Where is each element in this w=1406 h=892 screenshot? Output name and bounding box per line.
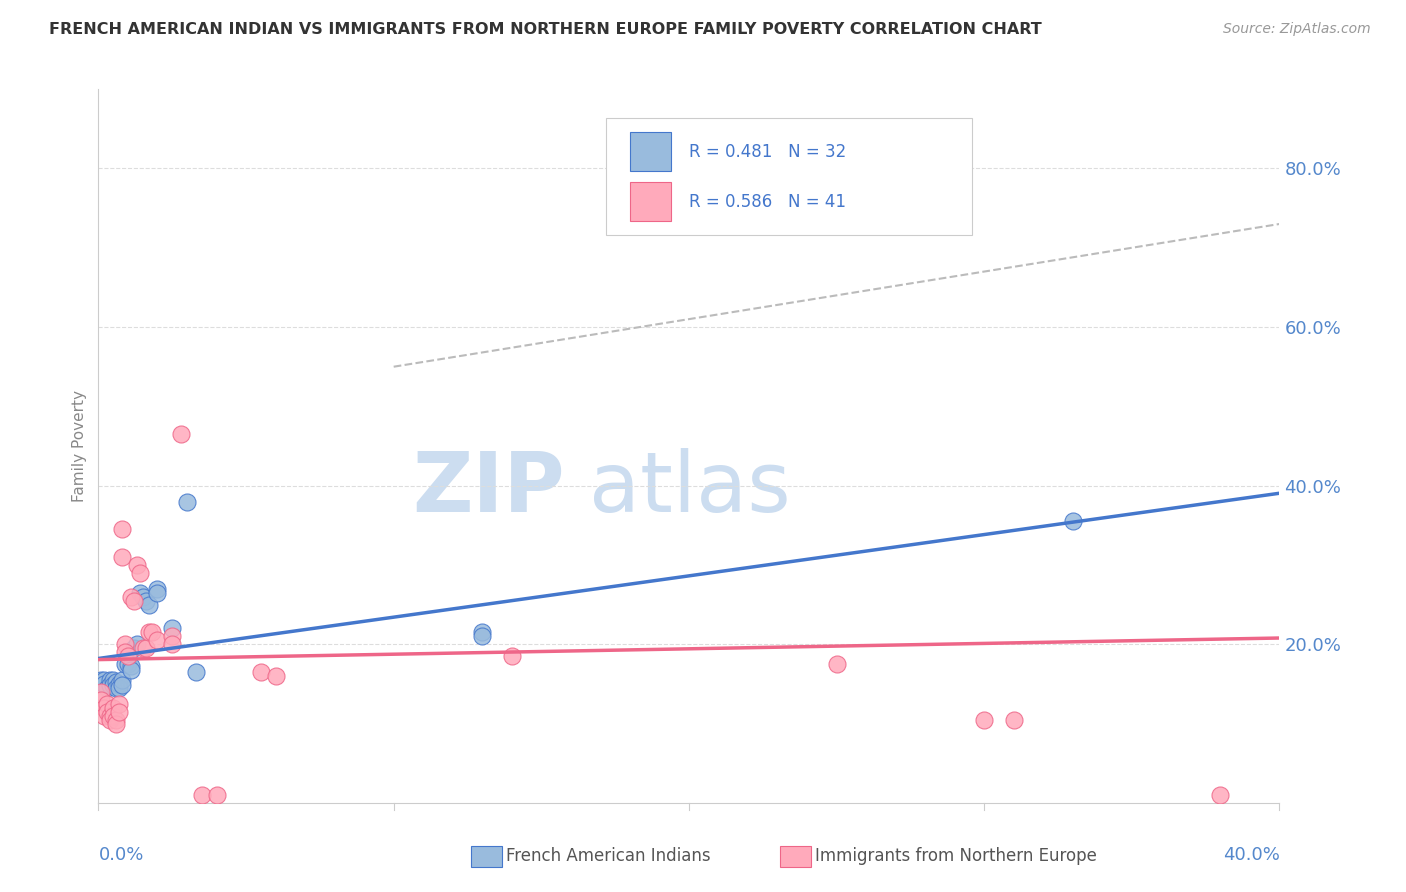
Point: [93, 700, 115, 714]
Point: [184, 665, 207, 679]
Point: [132, 590, 155, 604]
Point: [146, 582, 169, 596]
Point: [125, 637, 148, 651]
Point: [117, 649, 139, 664]
Point: [108, 705, 131, 719]
Point: [122, 593, 145, 607]
Point: [135, 593, 157, 607]
Point: [105, 713, 128, 727]
Point: [471, 629, 494, 643]
Point: [96, 705, 118, 719]
Point: [93, 677, 115, 691]
Point: [135, 641, 157, 656]
Text: atlas: atlas: [589, 449, 790, 529]
Point: [108, 697, 131, 711]
Point: [103, 708, 125, 723]
Point: [1062, 514, 1084, 528]
Point: [103, 700, 125, 714]
Point: [122, 641, 145, 656]
Point: [170, 427, 193, 442]
Point: [105, 681, 128, 695]
Point: [205, 788, 228, 802]
Point: [146, 633, 169, 648]
Point: [105, 675, 128, 690]
Point: [825, 193, 848, 207]
Point: [125, 558, 148, 572]
Point: [98, 708, 121, 723]
Point: [98, 673, 121, 687]
Point: [1209, 788, 1232, 802]
Point: [111, 673, 134, 687]
Point: [138, 625, 160, 640]
Text: FRENCH AMERICAN INDIAN VS IMMIGRANTS FROM NORTHERN EUROPE FAMILY POVERTY CORRELA: FRENCH AMERICAN INDIAN VS IMMIGRANTS FRO…: [49, 22, 1042, 37]
Point: [1002, 713, 1025, 727]
Point: [162, 629, 183, 643]
Y-axis label: Family Poverty: Family Poverty: [72, 390, 87, 502]
Point: [90, 685, 112, 699]
FancyBboxPatch shape: [630, 182, 671, 221]
Point: [96, 697, 118, 711]
Point: [93, 708, 115, 723]
Point: [176, 494, 198, 508]
Text: R = 0.586   N = 41: R = 0.586 N = 41: [689, 193, 846, 211]
Point: [90, 673, 112, 687]
Point: [825, 657, 848, 671]
Point: [162, 621, 183, 635]
Point: [108, 681, 131, 695]
Point: [138, 598, 160, 612]
Point: [250, 665, 273, 679]
Point: [114, 645, 136, 659]
Point: [501, 649, 523, 664]
Point: [191, 788, 214, 802]
Text: 40.0%: 40.0%: [1223, 846, 1279, 863]
Point: [111, 522, 134, 536]
Point: [105, 716, 128, 731]
FancyBboxPatch shape: [630, 132, 671, 171]
Point: [132, 641, 155, 656]
Text: 0.0%: 0.0%: [98, 846, 143, 863]
Point: [103, 678, 125, 692]
Point: [108, 677, 131, 691]
Point: [162, 637, 183, 651]
Text: French American Indians: French American Indians: [506, 847, 711, 865]
Point: [973, 713, 995, 727]
Point: [98, 678, 121, 692]
FancyBboxPatch shape: [606, 118, 973, 235]
Point: [114, 657, 136, 671]
Text: Source: ZipAtlas.com: Source: ZipAtlas.com: [1223, 22, 1371, 37]
Point: [141, 625, 163, 640]
Point: [96, 681, 118, 695]
Text: Immigrants from Northern Europe: Immigrants from Northern Europe: [815, 847, 1097, 865]
Point: [111, 549, 134, 564]
Point: [114, 637, 136, 651]
Point: [128, 566, 150, 580]
Point: [117, 657, 139, 671]
Point: [93, 673, 115, 687]
Point: [120, 663, 142, 677]
Point: [264, 669, 287, 683]
Point: [103, 673, 125, 687]
Point: [120, 590, 142, 604]
Point: [146, 585, 169, 599]
Point: [98, 713, 121, 727]
Point: [120, 659, 142, 673]
Point: [90, 692, 112, 706]
Point: [128, 585, 150, 599]
Point: [111, 678, 134, 692]
Point: [471, 625, 494, 640]
Text: R = 0.481   N = 32: R = 0.481 N = 32: [689, 143, 846, 161]
Text: ZIP: ZIP: [412, 449, 565, 529]
